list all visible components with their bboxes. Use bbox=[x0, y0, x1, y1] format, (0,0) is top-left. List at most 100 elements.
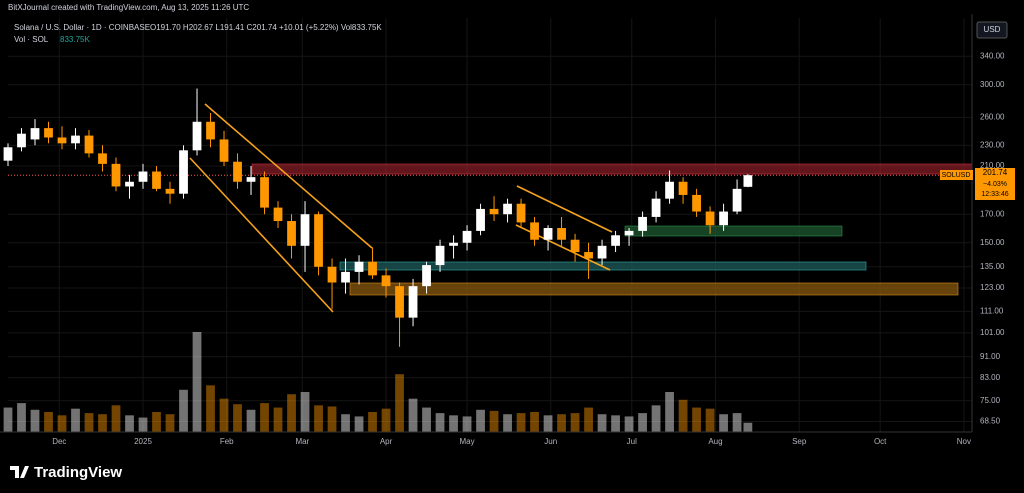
currency[interactable]: USD bbox=[984, 25, 1001, 34]
candle-body bbox=[44, 128, 53, 138]
volume-bar bbox=[435, 413, 445, 432]
volume-bar bbox=[138, 417, 148, 432]
volume-name: Vol · SOL bbox=[14, 35, 49, 44]
volume-bar bbox=[678, 399, 688, 432]
brand-logo bbox=[10, 466, 29, 478]
candle-body bbox=[678, 181, 688, 195]
support-zone bbox=[349, 282, 959, 296]
channel-line bbox=[189, 157, 334, 313]
volume-bar bbox=[341, 414, 350, 432]
support-zone bbox=[624, 225, 843, 237]
currency-button[interactable] bbox=[976, 21, 1008, 39]
candle-body bbox=[743, 175, 753, 187]
candle-body bbox=[300, 214, 310, 246]
volume-bar bbox=[743, 422, 753, 432]
volume-bar bbox=[246, 409, 256, 432]
y-tick-label: 135.00 bbox=[980, 262, 1005, 271]
x-tick-label: Aug bbox=[708, 437, 722, 446]
candle-body bbox=[206, 121, 215, 140]
volume-bar bbox=[719, 414, 728, 432]
volume-bar bbox=[449, 415, 458, 432]
candle-body bbox=[597, 245, 607, 259]
volume-bar bbox=[327, 406, 337, 432]
channel-line bbox=[204, 103, 373, 249]
candle-body bbox=[395, 286, 404, 318]
candle-body bbox=[3, 147, 13, 161]
candle-body bbox=[381, 275, 391, 287]
x-tick-label: Nov bbox=[957, 437, 971, 446]
volume-bar bbox=[408, 398, 418, 432]
candle-body bbox=[449, 242, 458, 246]
volume-bar bbox=[557, 414, 566, 432]
candle-body bbox=[233, 161, 242, 182]
candle-body bbox=[192, 121, 202, 151]
candle-body bbox=[570, 239, 580, 253]
y-tick-label: 340.00 bbox=[980, 51, 1005, 60]
candle-body bbox=[462, 230, 472, 243]
candle-body bbox=[503, 203, 512, 215]
y-tick-label: 123.00 bbox=[980, 283, 1005, 292]
y-tick-label: 91.00 bbox=[980, 352, 1001, 361]
volume-bar bbox=[44, 412, 53, 432]
volume-bar bbox=[476, 409, 485, 432]
candle-body bbox=[638, 216, 647, 231]
volume-bar bbox=[98, 414, 107, 432]
candle-body bbox=[125, 181, 134, 187]
volume-bar bbox=[381, 408, 391, 432]
volume-bar bbox=[17, 403, 26, 432]
channel-line bbox=[516, 185, 613, 233]
volume-bar bbox=[516, 413, 526, 432]
volume-bar bbox=[287, 394, 296, 432]
volume-bar bbox=[179, 389, 188, 432]
volume-bar bbox=[638, 413, 647, 432]
volume-bar bbox=[273, 407, 283, 432]
volume-bar bbox=[368, 412, 377, 432]
volume-bar bbox=[611, 415, 620, 432]
volume-bar bbox=[503, 414, 512, 432]
candle-body bbox=[57, 137, 67, 144]
volume-bar bbox=[233, 404, 242, 432]
volume-bar bbox=[570, 413, 580, 432]
y-tick-label: 170.00 bbox=[980, 209, 1005, 218]
x-tick-label: Sep bbox=[792, 437, 807, 446]
x-tick-label: 2025 bbox=[134, 437, 152, 446]
candle-body bbox=[71, 135, 80, 144]
volume-bar bbox=[125, 415, 134, 432]
y-tick-label: 300.00 bbox=[980, 80, 1005, 89]
y-tick-label: 101.00 bbox=[980, 328, 1005, 337]
candle-body bbox=[111, 163, 121, 187]
volume-bar bbox=[597, 414, 607, 432]
candle-body bbox=[165, 188, 175, 194]
volume-bar bbox=[462, 416, 472, 432]
candle-body bbox=[543, 228, 553, 240]
plot bbox=[3, 88, 753, 432]
candle-body bbox=[138, 171, 148, 182]
candle-body bbox=[246, 177, 256, 182]
volume-bar bbox=[3, 407, 13, 432]
candle-body bbox=[368, 261, 377, 276]
candle-body bbox=[651, 198, 661, 217]
resistance-zone bbox=[251, 163, 973, 175]
candle-body bbox=[476, 208, 485, 231]
y-tick-label: 111.00 bbox=[980, 307, 1004, 316]
x-tick-label: May bbox=[459, 437, 474, 446]
x-tick-label: Jun bbox=[544, 437, 557, 446]
volume-bar bbox=[30, 409, 40, 432]
volume-bar bbox=[192, 332, 202, 432]
volume-bar bbox=[705, 408, 715, 432]
candle-body bbox=[408, 286, 418, 318]
price-tag-bg bbox=[940, 170, 973, 180]
volume-bar bbox=[530, 412, 539, 432]
candle-body bbox=[354, 261, 364, 272]
volume-bar bbox=[732, 413, 742, 432]
volume-bar bbox=[219, 398, 229, 432]
candle-body bbox=[611, 235, 620, 246]
change: −4.03% bbox=[983, 181, 1007, 188]
volume-bar bbox=[692, 407, 701, 432]
candle-body bbox=[422, 265, 431, 287]
brand: TradingView bbox=[34, 464, 122, 481]
volume-bar bbox=[665, 392, 674, 432]
candle-body bbox=[489, 208, 499, 215]
volume-bar bbox=[71, 408, 80, 432]
volume-value: 833.75K bbox=[60, 35, 90, 44]
